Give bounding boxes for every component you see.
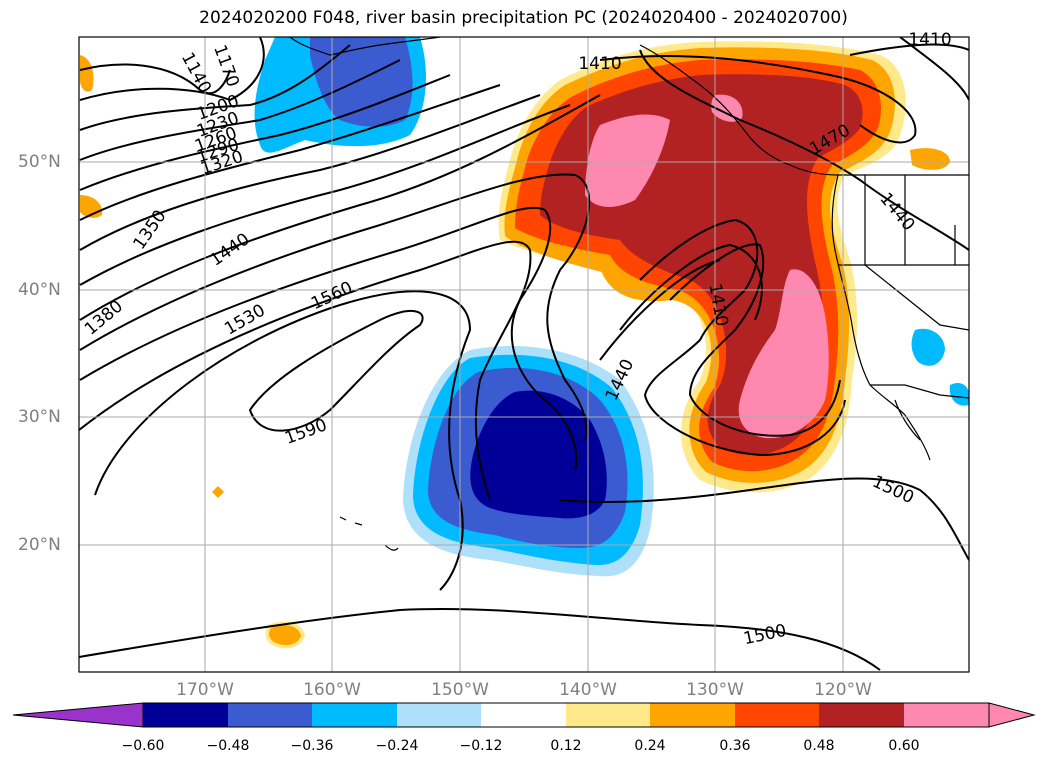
- colorbar-bin-1: [143, 703, 228, 727]
- colorbar-tick: −0.48: [206, 738, 250, 754]
- colorbar-tick: −0.36: [290, 738, 334, 754]
- colorbar-over-arrow: [988, 702, 1036, 728]
- colorbar-under-arrow: [12, 702, 144, 728]
- colorbar-bin-6: [566, 703, 650, 727]
- lon-label-140w: 140°W: [559, 680, 617, 700]
- lat-label-50n: 50°N: [18, 152, 61, 172]
- lon-label-160w: 160°W: [303, 680, 361, 700]
- colorbar-tick: 0.60: [888, 738, 920, 754]
- colorbar-tick: 0.24: [634, 738, 666, 754]
- colorbar-bin-8: [735, 703, 819, 727]
- lon-label-150w: 150°W: [431, 680, 489, 700]
- colorbar-tick: 0.48: [803, 738, 835, 754]
- colorbar-bin-7: [650, 703, 735, 727]
- colorbar-tick: −0.24: [375, 738, 419, 754]
- colorbar-tick: −0.60: [121, 738, 165, 754]
- lon-label-120w: 120°W: [814, 680, 872, 700]
- graticule: [79, 37, 969, 672]
- height-contours: [79, 37, 969, 671]
- colorbar-bin-2: [228, 703, 312, 727]
- contour-label: 1410: [908, 30, 952, 50]
- negative-anomaly-subtropical: [403, 345, 654, 577]
- contour-label: 1410: [578, 54, 622, 74]
- lat-label-20n: 20°N: [18, 535, 61, 555]
- lat-label-40n: 40°N: [18, 280, 61, 300]
- colorbar-tick: 0.36: [719, 738, 751, 754]
- colorbar-bin-4: [397, 703, 481, 727]
- lon-label-170w: 170°W: [176, 680, 234, 700]
- colorbar-bin-10: [904, 703, 989, 727]
- colorbar-tick: −0.12: [459, 738, 503, 754]
- lat-label-30n: 30°N: [18, 407, 61, 427]
- colorbar-tick: 0.12: [550, 738, 582, 754]
- colorbar: [12, 702, 1036, 728]
- colorbar-bin-5: [481, 703, 566, 727]
- colorbar-bin-3: [312, 703, 397, 727]
- colorbar-bin-9: [819, 703, 904, 727]
- map-title: 2024020200 F048, river basin precipitati…: [199, 8, 848, 28]
- lon-label-130w: 130°W: [686, 680, 744, 700]
